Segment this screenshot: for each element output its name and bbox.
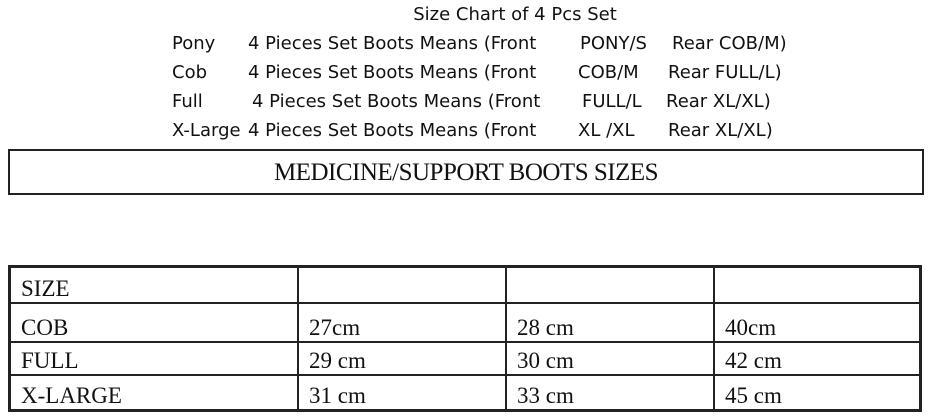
table-cell: FULL — [8, 340, 299, 376]
size-chart-title: Size Chart of 4 Pcs Set — [413, 4, 617, 25]
table-cell — [505, 265, 715, 304]
size-desc: 4 Pieces Set Boots Means (Front — [248, 62, 537, 83]
table-row: COB 27cm 28 cm 40cm — [8, 301, 922, 343]
table-cell: 45 cm — [713, 373, 922, 412]
table-cell: 42 cm — [713, 340, 922, 376]
size-line-xlarge: X-Large 4 Pieces Set Boots Means (Front XL… — [172, 120, 773, 141]
table-cell: 40cm — [713, 301, 922, 343]
size-desc: 4 Pieces Set Boots Means (Front — [248, 33, 537, 54]
table-cell — [297, 265, 507, 304]
size-name: X-Large — [172, 120, 241, 141]
table-cell: 27cm — [297, 301, 507, 343]
table-cell: 29 cm — [297, 340, 507, 376]
table-header-row: SIZE — [8, 265, 922, 304]
boot-size-table: SIZE COB 27cm 28 cm 40cm FULL 29 cm 30 c… — [8, 265, 922, 412]
table-row: FULL 29 cm 30 cm 42 cm — [8, 340, 922, 376]
front-size: XL /XL — [578, 120, 635, 141]
size-line-cob: Cob 4 Pieces Set Boots Means (Front COB/M R… — [172, 62, 782, 83]
table-row: X-LARGE 31 cm 33 cm 45 cm — [8, 373, 922, 412]
size-line-full: Full 4 Pieces Set Boots Means (Front FULL/… — [172, 91, 771, 112]
size-name: Full — [172, 91, 203, 112]
table-cell: 33 cm — [505, 373, 715, 412]
table-cell: X-LARGE — [8, 373, 299, 412]
size-name: Cob — [172, 62, 208, 83]
size-desc: 4 Pieces Set Boots Means (Front — [248, 120, 537, 141]
rear-size: Rear COB/M) — [672, 33, 787, 54]
rear-size: Rear XL/XL) — [668, 120, 773, 141]
table-cell: 30 cm — [505, 340, 715, 376]
table-cell: COB — [8, 301, 299, 343]
table-cell: 31 cm — [297, 373, 507, 412]
table-cell: 28 cm — [505, 301, 715, 343]
rear-size: Rear XL/XL) — [666, 91, 771, 112]
table-cell — [713, 265, 922, 304]
size-line-pony: Pony 4 Pieces Set Boots Means (Front PONY/… — [172, 33, 787, 54]
section-banner: MEDICINE/SUPPORT BOOTS SIZES — [8, 149, 924, 195]
size-name: Pony — [172, 33, 216, 54]
table-cell: SIZE — [8, 265, 299, 304]
rear-size: Rear FULL/L) — [668, 62, 782, 83]
size-desc: 4 Pieces Set Boots Means (Front — [252, 91, 541, 112]
front-size: PONY/S — [580, 33, 647, 54]
front-size: COB/M — [578, 62, 639, 83]
front-size: FULL/L — [582, 91, 642, 112]
